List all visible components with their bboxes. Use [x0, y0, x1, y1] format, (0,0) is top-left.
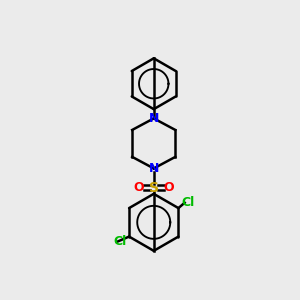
Text: O: O [134, 181, 144, 194]
Text: N: N [148, 112, 159, 125]
Text: S: S [149, 181, 159, 195]
Text: N: N [148, 162, 159, 175]
Text: O: O [163, 181, 174, 194]
Text: Cl: Cl [113, 236, 126, 248]
Text: Cl: Cl [181, 196, 194, 209]
